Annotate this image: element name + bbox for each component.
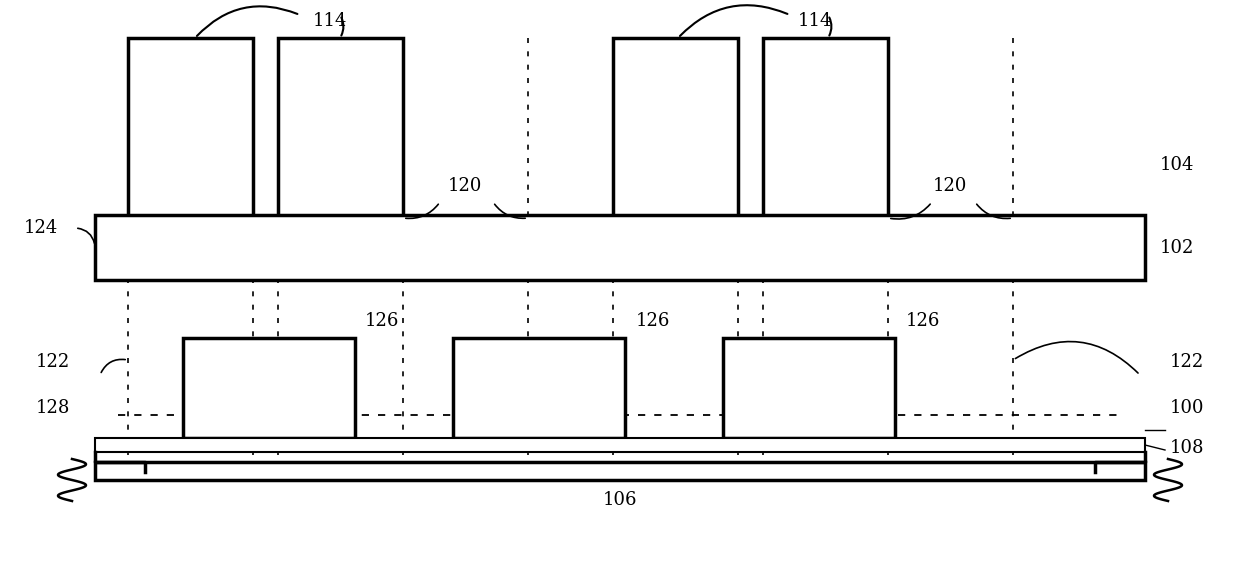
Bar	[723, 338, 895, 438]
Text: 106: 106	[603, 491, 637, 509]
Text: 114: 114	[312, 12, 347, 30]
Bar	[95, 438, 1145, 452]
Text: 100: 100	[1171, 399, 1204, 417]
Bar	[278, 38, 403, 223]
Bar	[95, 215, 1145, 280]
Text: 102: 102	[1159, 239, 1194, 257]
Text: 122: 122	[1171, 353, 1204, 371]
Bar	[128, 38, 253, 223]
Text: 120: 120	[932, 177, 967, 195]
Text: 126: 126	[636, 312, 670, 330]
Text: 114: 114	[797, 12, 832, 30]
Text: 124: 124	[24, 219, 58, 237]
Bar	[184, 338, 355, 438]
Text: 128: 128	[36, 399, 69, 417]
Bar	[763, 38, 888, 223]
Bar	[95, 462, 1145, 480]
Text: 126: 126	[365, 312, 399, 330]
Text: 126: 126	[905, 312, 940, 330]
Text: 104: 104	[1159, 156, 1194, 174]
Text: 120: 120	[448, 177, 482, 195]
Bar	[453, 338, 625, 438]
Text: 122: 122	[36, 353, 69, 371]
Text: 108: 108	[1171, 439, 1204, 457]
Bar	[613, 38, 738, 223]
